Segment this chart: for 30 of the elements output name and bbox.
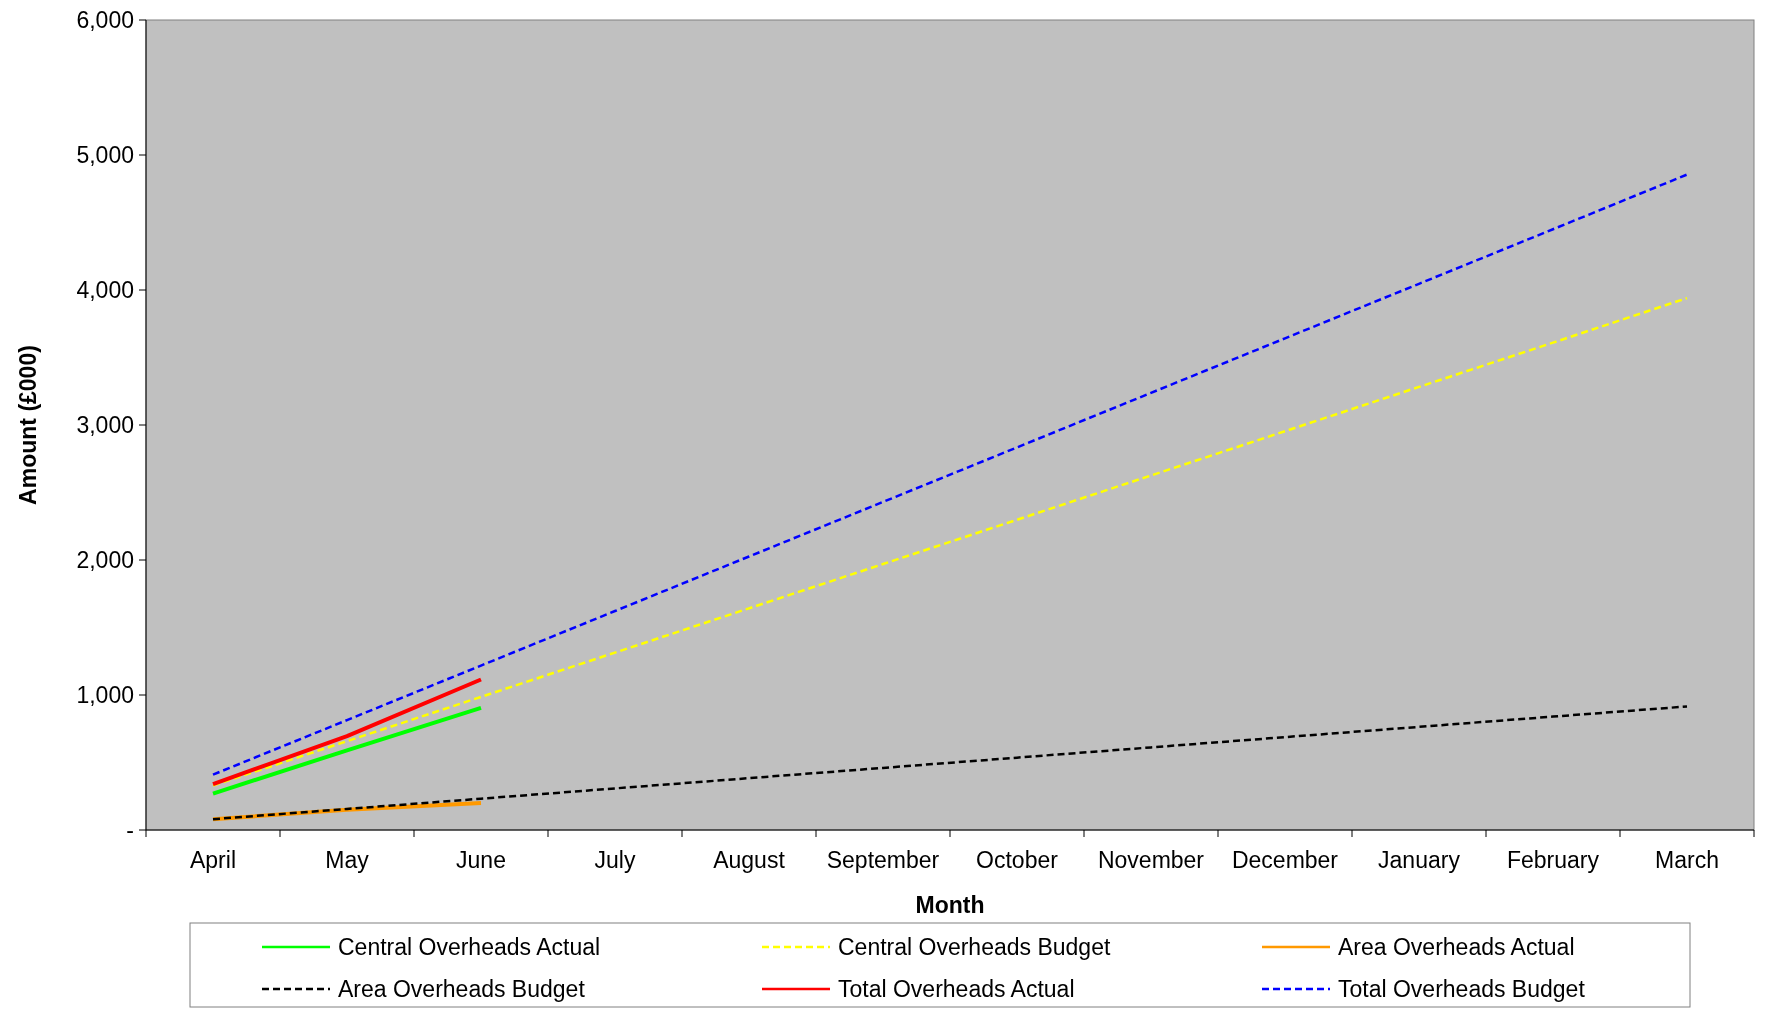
x-tick-label: June <box>456 847 506 873</box>
x-axis-title: Month <box>915 892 985 918</box>
y-tick-label: 5,000 <box>76 142 134 169</box>
line-series <box>211 173 1689 776</box>
x-tick-label: February <box>1506 847 1600 873</box>
legend-label: Area Overheads Actual <box>1338 934 1575 961</box>
legend-label: Total Overheads Actual <box>838 976 1075 1003</box>
x-tick-label: April <box>189 847 237 873</box>
y-tick-label: - <box>126 817 134 844</box>
line-series <box>211 705 1689 821</box>
x-tick-label: September <box>826 847 940 873</box>
x-tick-label: January <box>1378 847 1461 873</box>
x-tick-label: August <box>713 847 786 873</box>
y-tick-label: 2,000 <box>76 547 134 574</box>
legend-label: Total Overheads Budget <box>1338 976 1586 1003</box>
legend-label: Area Overheads Budget <box>338 976 586 1003</box>
y-tick-label: 4,000 <box>76 277 134 304</box>
y-axis-title: Amount (£000) <box>15 345 41 505</box>
x-tick-label: July <box>594 847 636 873</box>
x-tick-label: March <box>1655 847 1719 873</box>
y-tick-label: 1,000 <box>76 682 134 709</box>
y-tick-label: 6,000 <box>76 7 134 34</box>
line-series <box>211 296 1689 787</box>
legend-label: Central Overheads Budget <box>838 934 1111 961</box>
y-tick-label: 3,000 <box>76 412 134 439</box>
legend-label: Central Overheads Actual <box>338 934 601 961</box>
x-tick-label: October <box>976 847 1059 873</box>
x-tick-label: May <box>325 847 370 873</box>
x-tick-label: December <box>1231 847 1339 873</box>
x-tick-label: November <box>1097 847 1205 873</box>
